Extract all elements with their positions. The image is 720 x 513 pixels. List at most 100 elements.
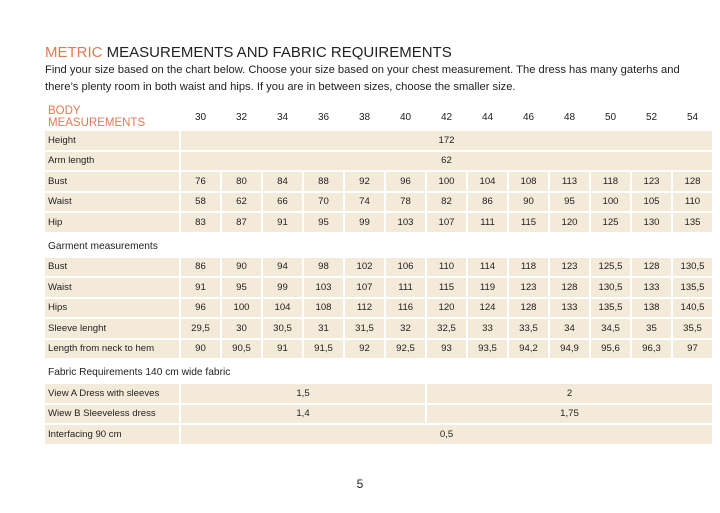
table-cell: 62 — [222, 192, 261, 211]
table-row: Interfacing 90 cm 0,5 — [45, 425, 712, 444]
table-cell: 102 — [345, 257, 384, 276]
table-cell: 120 — [427, 298, 466, 317]
row-label: Hip — [45, 213, 179, 232]
table-cell: 108 — [509, 172, 548, 191]
table-cell: 105 — [632, 192, 671, 211]
table-cell: 118 — [509, 257, 548, 276]
table-row: Hip 83 87 91 95 99 103 107 111 115 120 125 130 135 — [45, 213, 712, 232]
size-header-row: BODY MEASUREMENTS 30 32 34 36 38 40 42 44 46 48 50 5… — [45, 105, 712, 129]
table-cell: 78 — [386, 192, 425, 211]
table-row: Wiew B Sleeveless dress 1,4 1,75 — [45, 404, 712, 423]
table-cell: 1,4 — [181, 404, 425, 423]
table-row: Sleeve lenght 29,5 30 30,5 31 31,5 32 32,5 33 33,… — [45, 319, 712, 338]
intro-text: Find your size based on the chart below.… — [45, 64, 680, 93]
table-cell: 133 — [632, 278, 671, 297]
table-cell: 62 — [181, 151, 712, 170]
table-cell: 29,5 — [181, 319, 220, 338]
table-cell: 34 — [550, 319, 589, 338]
section-heading-row: Fabric Requirements 140 cm wide fabric — [45, 360, 712, 382]
table-cell: 115 — [427, 278, 466, 297]
row-label: Interfacing 90 cm — [45, 425, 179, 444]
table-cell: 130,5 — [673, 257, 712, 276]
table-cell: 86 — [468, 192, 507, 211]
table-cell: 133 — [550, 298, 589, 317]
table-cell: 108 — [304, 298, 343, 317]
size-header: 52 — [645, 111, 658, 123]
table-cell: 84 — [263, 172, 302, 191]
table-cell: 114 — [468, 257, 507, 276]
table-cell: 1,75 — [427, 404, 712, 423]
table-cell: 135 — [673, 213, 712, 232]
table-cell: 123 — [632, 172, 671, 191]
table-cell: 92 — [345, 172, 384, 191]
table-cell: 103 — [386, 213, 425, 232]
size-header: 48 — [563, 111, 576, 123]
row-label: Hips — [45, 298, 179, 317]
table-cell: 91 — [263, 213, 302, 232]
table-cell: 87 — [222, 213, 261, 232]
table-cell: 115 — [509, 213, 548, 232]
row-label: Waist — [45, 278, 179, 297]
table-cell: 31,5 — [345, 319, 384, 338]
table-cell: 111 — [386, 278, 425, 297]
table-cell: 100 — [427, 172, 466, 191]
table-cell: 99 — [345, 213, 384, 232]
section-heading: Fabric Requirements 140 cm wide fabric — [48, 367, 231, 378]
table-cell: 99 — [263, 278, 302, 297]
table-cell: 94,2 — [509, 339, 548, 358]
size-chart: BODY MEASUREMENTS 30 32 34 36 38 40 42 44 46 48 50 5… — [43, 103, 714, 446]
table-cell: 113 — [550, 172, 589, 191]
row-label: Arm length — [45, 151, 179, 170]
table-row: Length from neck to hem 90 90,5 91 91,5 92 92,… — [45, 339, 712, 358]
table-cell: 83 — [181, 213, 220, 232]
size-header: 44 — [481, 111, 494, 123]
table-cell: 95 — [550, 192, 589, 211]
table-cell: 128 — [550, 278, 589, 297]
row-label: Length from neck to hem — [45, 339, 179, 358]
table-cell: 95,6 — [591, 339, 630, 358]
table-cell: 119 — [468, 278, 507, 297]
table-row: Arm length 62 — [45, 151, 712, 170]
table-cell: 94 — [263, 257, 302, 276]
table-cell: 32 — [386, 319, 425, 338]
size-header: 46 — [522, 111, 535, 123]
section-heading-row: Garment measurements — [45, 234, 712, 256]
page-number: 5 — [356, 477, 364, 491]
table-cell: 90 — [509, 192, 548, 211]
table-cell: 31 — [304, 319, 343, 338]
row-label: Height — [45, 131, 179, 150]
table-cell: 107 — [427, 213, 466, 232]
table-cell: 104 — [468, 172, 507, 191]
table-cell: 112 — [345, 298, 384, 317]
table-cell: 94,9 — [550, 339, 589, 358]
table-cell: 1,5 — [181, 384, 425, 403]
table-cell: 91,5 — [304, 339, 343, 358]
table-cell: 106 — [386, 257, 425, 276]
table-cell: 128 — [632, 257, 671, 276]
table-cell: 110 — [427, 257, 466, 276]
table-cell: 0,5 — [181, 425, 712, 444]
table-cell: 95 — [222, 278, 261, 297]
size-header: 30 — [194, 111, 207, 123]
table-cell: 95 — [304, 213, 343, 232]
table-cell: 128 — [509, 298, 548, 317]
table-cell: 96 — [181, 298, 220, 317]
table-cell: 172 — [181, 131, 712, 150]
table-cell: 98 — [304, 257, 343, 276]
table-cell: 93 — [427, 339, 466, 358]
table-cell: 93,5 — [468, 339, 507, 358]
size-header: 38 — [358, 111, 371, 123]
table-cell: 33 — [468, 319, 507, 338]
table-cell: 74 — [345, 192, 384, 211]
table-cell: 130 — [632, 213, 671, 232]
table-row: Height 172 — [45, 131, 712, 150]
size-header: 36 — [317, 111, 330, 123]
table-cell: 123 — [509, 278, 548, 297]
table-cell: 104 — [263, 298, 302, 317]
table-cell: 107 — [345, 278, 384, 297]
table-row: Waist 91 95 99 103 107 111 115 119 123 128 130,5 133… — [45, 278, 712, 297]
size-header: 50 — [604, 111, 617, 123]
table-cell: 100 — [222, 298, 261, 317]
table-cell: 116 — [386, 298, 425, 317]
row-label: Waist — [45, 192, 179, 211]
